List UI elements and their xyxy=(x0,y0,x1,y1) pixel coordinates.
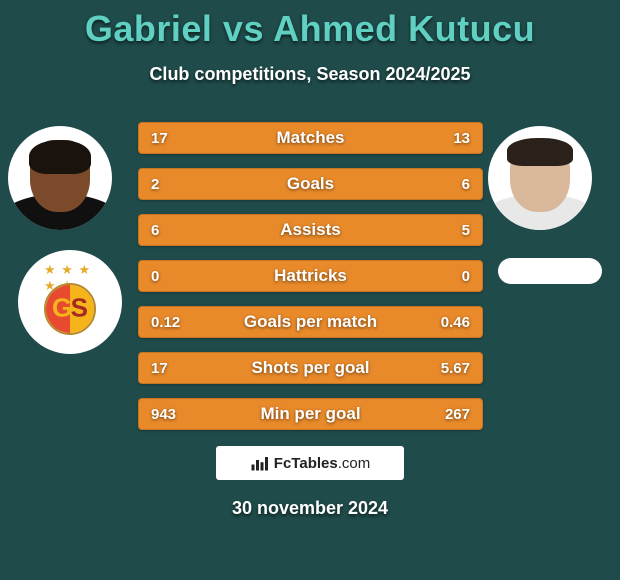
club-left-crest-icon: G S xyxy=(44,283,96,335)
crest-letter-g: G xyxy=(52,292,72,323)
club-left-logo: ★ ★ ★ ★ ★ G S xyxy=(18,250,122,354)
bar-chart-icon xyxy=(250,454,268,472)
player-right-avatar xyxy=(488,126,592,230)
brand-main: Tables xyxy=(291,455,337,472)
stat-row: 0.12 0.46Goals per match xyxy=(138,306,483,338)
comparison-subtitle: Club competitions, Season 2024/2025 xyxy=(0,64,620,85)
stat-value-right: 0 xyxy=(462,268,470,285)
player-left-hair-shape xyxy=(29,140,91,174)
stat-row: 17 5.67Shots per goal xyxy=(138,352,483,384)
stat-value-left: 6 xyxy=(151,222,159,239)
brand-text: FcTables.com xyxy=(274,455,370,472)
player-left-avatar xyxy=(8,126,112,230)
comparison-title: Gabriel vs Ahmed Kutucu xyxy=(0,0,620,50)
stat-label: Goals xyxy=(139,174,482,194)
stat-row: 17 13Matches xyxy=(138,122,483,154)
player-right-hair-shape xyxy=(507,138,573,166)
stat-value-left: 0.12 xyxy=(151,314,180,331)
stat-label: Min per goal xyxy=(139,404,482,424)
stat-value-left: 0 xyxy=(151,268,159,285)
brand-prefix: Fc xyxy=(274,455,292,472)
stat-value-left: 2 xyxy=(151,176,159,193)
brand-suffix: com xyxy=(342,455,370,472)
stat-label: Matches xyxy=(139,128,482,148)
footer-date: 30 november 2024 xyxy=(0,498,620,519)
stat-value-right: 0.46 xyxy=(441,314,470,331)
stat-row: 6 5Assists xyxy=(138,214,483,246)
stat-row: 0 0Hattricks xyxy=(138,260,483,292)
stats-block: 1713Matches26Goals65Assists00Hattricks0.… xyxy=(138,122,483,444)
club-right-logo xyxy=(498,258,602,284)
stat-value-right: 5.67 xyxy=(441,360,470,377)
stat-value-left: 943 xyxy=(151,406,176,423)
stat-value-right: 267 xyxy=(445,406,470,423)
stat-value-left: 17 xyxy=(151,130,168,147)
crest-letter-s: S xyxy=(71,292,88,323)
stat-label: Assists xyxy=(139,220,482,240)
stat-label: Hattricks xyxy=(139,266,482,286)
stat-label: Goals per match xyxy=(139,312,482,332)
stat-value-right: 5 xyxy=(462,222,470,239)
stat-value-right: 6 xyxy=(462,176,470,193)
stat-value-right: 13 xyxy=(453,130,470,147)
stat-row: 943 267Min per goal xyxy=(138,398,483,430)
stat-value-left: 17 xyxy=(151,360,168,377)
stat-row: 2 6Goals xyxy=(138,168,483,200)
source-badge: FcTables.com xyxy=(216,446,404,480)
page-root: Gabriel vs Ahmed Kutucu Club competition… xyxy=(0,0,620,580)
stat-label: Shots per goal xyxy=(139,358,482,378)
